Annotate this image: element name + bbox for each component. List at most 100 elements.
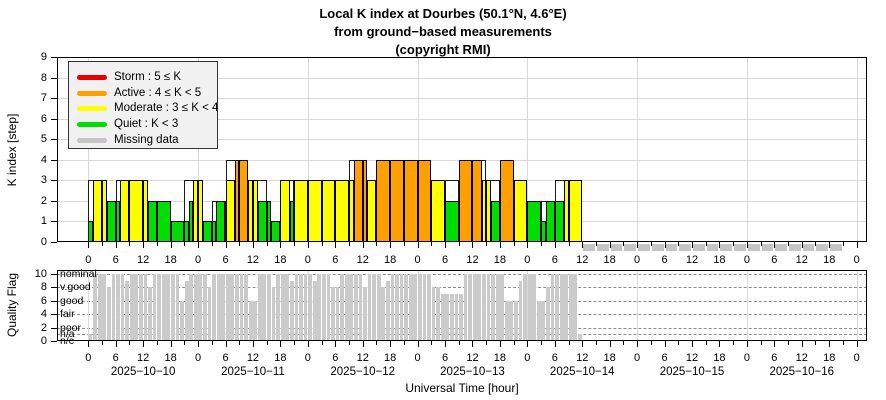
qf-value-bar [445,294,450,341]
qf-value-bar [157,274,162,341]
qf-value-bar [463,274,468,341]
qf-x-tick-label: 18 [274,352,287,364]
qf-x-tick-label: 12 [246,352,260,364]
qf-x-tick [335,341,337,347]
missing-data-bar [651,243,664,251]
qf-x-tick-label: 0 [304,352,311,364]
missing-data-bar [720,243,733,251]
missing-data-bar [802,243,815,251]
qf-x-tick [788,341,790,345]
qf-x-tick [184,341,186,345]
k-x-tick [362,242,364,248]
qf-value-bar [116,274,120,341]
k-value-bar [266,200,272,242]
k-x-tick [499,242,501,248]
qf-value-bar [253,300,258,341]
qf-x-tick-label: 6 [441,352,449,364]
qf-value-bar [436,287,441,341]
k-x-tick-label: 18 [384,254,397,266]
legend-swatch-quiet-icon [77,122,107,128]
k-value-bar [367,180,377,242]
qf-value-bar [422,274,427,341]
k-x-tick-label: 0 [304,254,311,266]
k-value-bar [362,159,368,242]
qf-value-bar [568,274,573,341]
k-x-tick [829,242,831,248]
qf-value-bar [175,274,180,341]
qf-x-tick-label: 0 [853,352,860,364]
k-value-bar [545,200,555,242]
k-y-tick-label: 1 [40,215,47,228]
k-x-tick-label: 12 [795,254,808,266]
k-day-gridline [417,57,419,242]
qf-x-tick-label: 18 [713,352,726,364]
qf-chart-y-axis-label: Quality Flag [5,272,19,338]
k-y-tick-label: 7 [40,92,47,105]
qf-x-tick-label: 18 [493,352,507,364]
qf-x-tick [719,341,721,347]
k-value-bar [92,180,102,242]
qf-value-bar [372,274,377,341]
k-y-tick [51,200,57,202]
k-gridline [57,98,867,100]
missing-data-bar [830,243,842,251]
qf-x-tick [486,341,488,345]
k-x-tick [623,242,625,246]
k-value-bar [563,180,569,242]
qf-value-bar [257,274,262,341]
k-y-tick-label: 5 [40,133,47,146]
qf-y-tick-label: 4 [40,308,47,321]
k-value-bar [202,221,212,242]
qf-x-tick [609,341,611,347]
k-value-bar [568,180,583,242]
qf-x-tick [348,341,350,345]
qf-value-bar [97,274,102,341]
qf-x-tick [678,341,680,345]
k-x-tick-label: 6 [332,254,339,266]
k-value-bar [513,180,528,242]
legend-label: Missing data [114,133,179,146]
k-x-tick-label: 12 [466,254,479,266]
qf-value-bar [395,274,399,341]
k-value-bar [188,200,194,242]
k-x-tick [760,242,762,246]
qf-x-tick-label: 0 [743,352,750,364]
k-y-tick [51,77,57,79]
qf-value-bar [184,280,189,341]
k-x-tick [650,242,652,246]
qf-value-bar [216,274,221,341]
qf-x-tick [307,341,309,347]
qf-x-tick [760,341,762,345]
k-value-bar [239,159,249,242]
qf-value-bar [303,274,308,341]
k-y-tick-label: 0 [40,236,47,248]
title-line-3: (copyright RMI) [395,42,491,57]
qf-value-bar [267,274,271,341]
k-gridline [57,139,867,141]
k-x-tick-label: 6 [551,254,558,266]
qf-level-label: poor [60,321,82,334]
legend-item: Moderate : 3 ≤ K < 4 [69,102,218,116]
qf-x-tick-label: 18 [164,352,177,364]
k-y-tick-label: 6 [40,112,47,125]
qf-x-tick [294,341,296,345]
qf-x-tick [829,341,831,347]
missing-data-bar [610,243,623,251]
k-value-bar [348,180,354,242]
qf-value-bar [514,300,518,341]
k-x-tick-label: 0 [414,254,421,266]
qf-value-bar [139,274,143,341]
qf-value-bar [486,274,491,341]
qf-value-bar [312,280,317,341]
qf-value-bar [509,300,514,341]
qf-value-bar [120,274,125,341]
qf-value-bar [413,274,418,341]
qf-value-bar [294,274,299,341]
qf-value-bar [148,287,152,341]
qf-x-tick [445,341,447,347]
qf-value-bar [472,274,477,341]
k-x-tick-label: 18 [823,254,836,266]
k-value-bar [198,180,203,242]
qf-x-tick [102,341,104,345]
k-value-bar [289,200,295,242]
